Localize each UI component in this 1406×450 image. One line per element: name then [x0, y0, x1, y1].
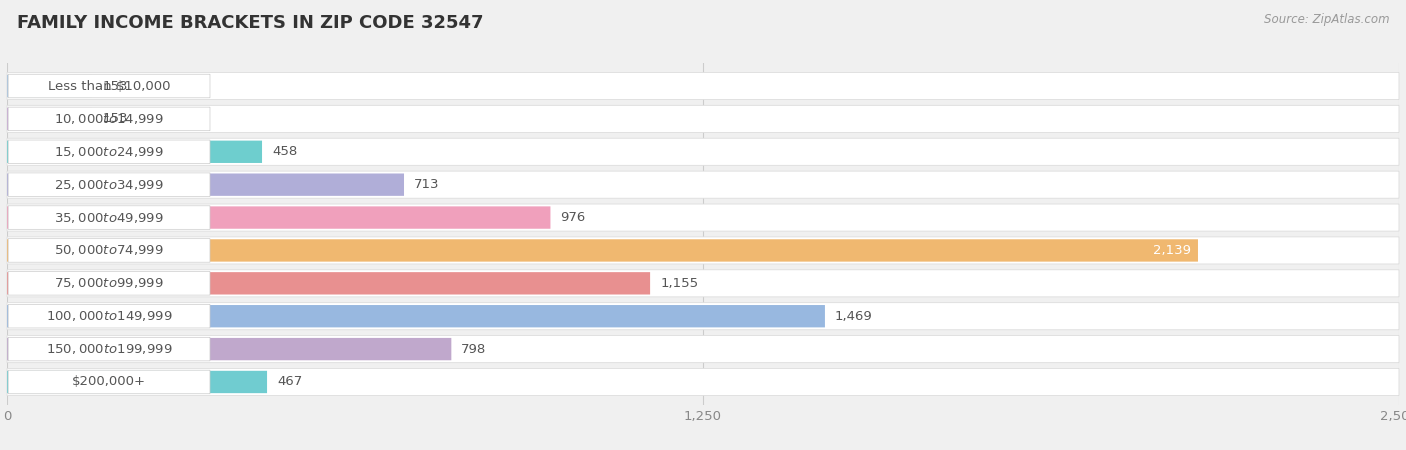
FancyBboxPatch shape — [7, 239, 1198, 261]
FancyBboxPatch shape — [7, 338, 451, 360]
Text: $15,000 to $24,999: $15,000 to $24,999 — [55, 145, 165, 159]
FancyBboxPatch shape — [7, 138, 1399, 165]
Text: 467: 467 — [277, 375, 302, 388]
FancyBboxPatch shape — [8, 74, 209, 98]
FancyBboxPatch shape — [7, 140, 262, 163]
FancyBboxPatch shape — [8, 206, 209, 230]
FancyBboxPatch shape — [7, 207, 550, 229]
Text: 798: 798 — [461, 342, 486, 356]
FancyBboxPatch shape — [7, 369, 1399, 396]
FancyBboxPatch shape — [8, 173, 209, 197]
FancyBboxPatch shape — [7, 171, 1399, 198]
Text: 2,139: 2,139 — [1153, 244, 1191, 257]
FancyBboxPatch shape — [8, 107, 209, 130]
FancyBboxPatch shape — [7, 305, 825, 328]
Text: $35,000 to $49,999: $35,000 to $49,999 — [55, 211, 165, 225]
FancyBboxPatch shape — [8, 140, 209, 163]
Text: Less than $10,000: Less than $10,000 — [48, 80, 170, 93]
Text: $50,000 to $74,999: $50,000 to $74,999 — [55, 243, 165, 257]
Text: 153: 153 — [103, 112, 128, 126]
Text: 153: 153 — [103, 80, 128, 93]
FancyBboxPatch shape — [7, 336, 1399, 363]
Text: Source: ZipAtlas.com: Source: ZipAtlas.com — [1264, 14, 1389, 27]
Text: $200,000+: $200,000+ — [72, 375, 146, 388]
Text: 976: 976 — [561, 211, 586, 224]
FancyBboxPatch shape — [7, 270, 1399, 297]
Text: 458: 458 — [271, 145, 297, 158]
FancyBboxPatch shape — [8, 370, 209, 394]
FancyBboxPatch shape — [8, 305, 209, 328]
FancyBboxPatch shape — [8, 238, 209, 262]
FancyBboxPatch shape — [7, 75, 93, 97]
FancyBboxPatch shape — [7, 108, 93, 130]
Text: 713: 713 — [413, 178, 440, 191]
Text: $10,000 to $14,999: $10,000 to $14,999 — [55, 112, 165, 126]
Text: FAMILY INCOME BRACKETS IN ZIP CODE 32547: FAMILY INCOME BRACKETS IN ZIP CODE 32547 — [17, 14, 484, 32]
FancyBboxPatch shape — [7, 174, 404, 196]
FancyBboxPatch shape — [7, 371, 267, 393]
FancyBboxPatch shape — [8, 338, 209, 361]
FancyBboxPatch shape — [7, 204, 1399, 231]
FancyBboxPatch shape — [7, 237, 1399, 264]
Text: $75,000 to $99,999: $75,000 to $99,999 — [55, 276, 165, 290]
FancyBboxPatch shape — [7, 272, 650, 294]
Text: 1,469: 1,469 — [835, 310, 873, 323]
Text: $25,000 to $34,999: $25,000 to $34,999 — [55, 178, 165, 192]
FancyBboxPatch shape — [7, 303, 1399, 330]
FancyBboxPatch shape — [7, 72, 1399, 99]
Text: $150,000 to $199,999: $150,000 to $199,999 — [46, 342, 173, 356]
Text: 1,155: 1,155 — [661, 277, 699, 290]
FancyBboxPatch shape — [7, 105, 1399, 132]
Text: $100,000 to $149,999: $100,000 to $149,999 — [46, 309, 173, 323]
FancyBboxPatch shape — [8, 271, 209, 295]
